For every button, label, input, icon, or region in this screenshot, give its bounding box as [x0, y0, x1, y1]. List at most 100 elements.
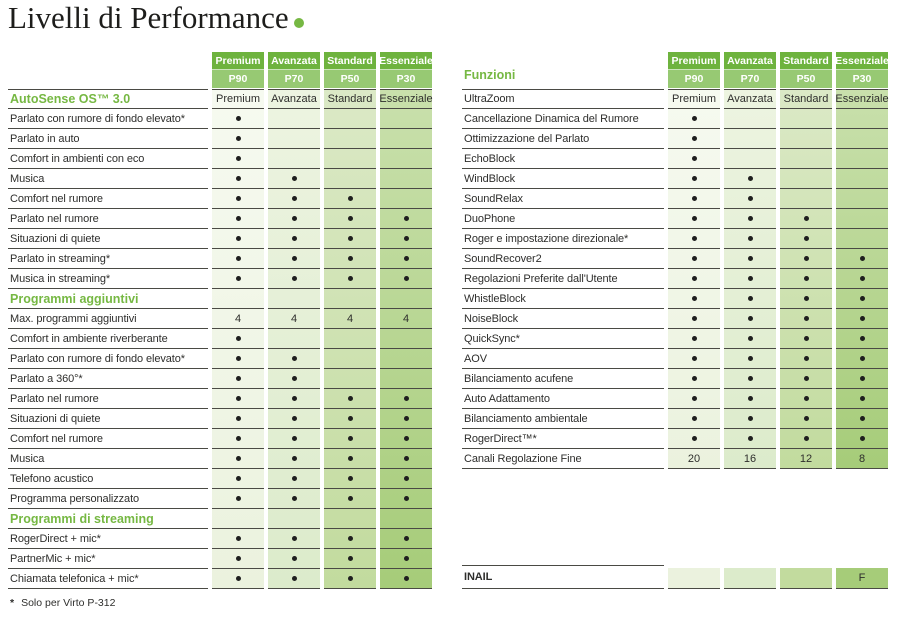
feature-cell [380, 229, 432, 249]
feature-cell [380, 269, 432, 289]
dot-icon [691, 256, 697, 261]
column-header-name: Avanzata [268, 52, 320, 70]
feature-cell [780, 369, 832, 389]
dot-icon [347, 276, 353, 281]
feature-cell [324, 349, 376, 369]
feature-cell [324, 169, 376, 189]
table-row: Canali Regolazione Fine 20 16 12 8 [462, 449, 888, 469]
table-row: Bilanciamento acufene [462, 369, 888, 389]
feature-cell [324, 269, 376, 289]
feature-cell [212, 109, 264, 129]
funzioni-table: Funzioni Premium P90 Avanzata P70 Standard P5… [462, 52, 889, 469]
column-header-p90: Premium P90 [668, 52, 720, 88]
dot-icon [235, 436, 241, 441]
feature-cell [836, 229, 888, 249]
feature-cell [836, 369, 888, 389]
dot-icon [859, 256, 865, 261]
dot-icon [291, 556, 297, 561]
feature-cell [724, 129, 776, 149]
feature-cell [836, 409, 888, 429]
dot-icon [291, 416, 297, 421]
dot-icon [347, 236, 353, 241]
column-header-code: P70 [268, 70, 320, 88]
column-header-name: Avanzata [724, 52, 776, 70]
table-row: Parlato in auto [8, 129, 432, 149]
row-label: Comfort nel rumore [8, 429, 208, 449]
dot-icon [347, 496, 353, 501]
feature-cell [212, 509, 264, 529]
table-row: Situazioni di quiete [8, 409, 432, 429]
dot-icon [235, 536, 241, 541]
feature-cell: 12 [780, 449, 832, 469]
feature-cell [268, 249, 320, 269]
feature-cell [268, 329, 320, 349]
feature-cell [380, 529, 432, 549]
column-header-code: P90 [212, 70, 264, 88]
feature-cell [780, 349, 832, 369]
feature-cell [668, 109, 720, 129]
feature-cell [380, 209, 432, 229]
dot-icon [347, 396, 353, 401]
dot-icon [235, 256, 241, 261]
feature-cell: 8 [836, 449, 888, 469]
dot-icon [691, 396, 697, 401]
row-label: SoundRelax [462, 189, 664, 209]
feature-cell [324, 509, 376, 529]
table-row: QuickSync* [462, 329, 888, 349]
table-row: Chiamata telefonica + mic* [8, 569, 432, 589]
feature-cell [268, 429, 320, 449]
dot-icon [291, 376, 297, 381]
dot-icon [347, 456, 353, 461]
row-label: QuickSync* [462, 329, 664, 349]
column-header-p30: Essenziale P30 [835, 52, 889, 88]
feature-cell [324, 129, 376, 149]
column-header-name: Essenziale [379, 52, 433, 70]
table-row: EchoBlock [462, 149, 888, 169]
row-label: Situazioni di quiete [8, 409, 208, 429]
feature-cell [380, 109, 432, 129]
feature-cell [836, 389, 888, 409]
dot-icon [747, 296, 753, 301]
dot-icon [235, 216, 241, 221]
dot-icon [691, 196, 697, 201]
table-row: NoiseBlock [462, 309, 888, 329]
table-row: Bilanciamento ambientale [462, 409, 888, 429]
footnote-asterisk: * [10, 597, 15, 609]
feature-cell: 4 [212, 309, 264, 329]
dot-icon [803, 336, 809, 341]
dot-icon [691, 156, 697, 161]
row-label: Canali Regolazione Fine [462, 449, 664, 469]
table-row: Telefono acustico [8, 469, 432, 489]
feature-cell [212, 209, 264, 229]
feature-cell [724, 209, 776, 229]
feature-cell [324, 329, 376, 349]
dot-icon [691, 216, 697, 221]
column-header-code: P30 [836, 70, 888, 88]
table-row: Comfort in ambienti con eco [8, 149, 432, 169]
row-label: EchoBlock [462, 149, 664, 169]
dot-icon [859, 416, 865, 421]
section-header: Programmi aggiuntivi [8, 289, 208, 309]
dot-icon [691, 236, 697, 241]
feature-cell [212, 249, 264, 269]
row-label: Telefono acustico [8, 469, 208, 489]
row-label: Bilanciamento acufene [462, 369, 664, 389]
feature-cell: 4 [268, 309, 320, 329]
dot-icon [747, 316, 753, 321]
row-label: Ottimizzazione del Parlato [462, 129, 664, 149]
dot-icon [235, 176, 241, 181]
dot-icon [235, 116, 241, 121]
dot-icon [291, 476, 297, 481]
feature-cell [668, 249, 720, 269]
row-label: Parlato in auto [8, 129, 208, 149]
dot-icon [803, 236, 809, 241]
dot-icon [235, 456, 241, 461]
column-header-name: Essenziale [835, 52, 889, 70]
dot-icon [403, 396, 409, 401]
table-row: Ottimizzazione del Parlato [462, 129, 888, 149]
feature-cell [268, 469, 320, 489]
column-strip [380, 89, 432, 589]
column-header-p50: Standard P50 [324, 52, 376, 88]
row-label: Parlato con rumore di fondo elevato* [8, 349, 208, 369]
dot-icon [347, 536, 353, 541]
